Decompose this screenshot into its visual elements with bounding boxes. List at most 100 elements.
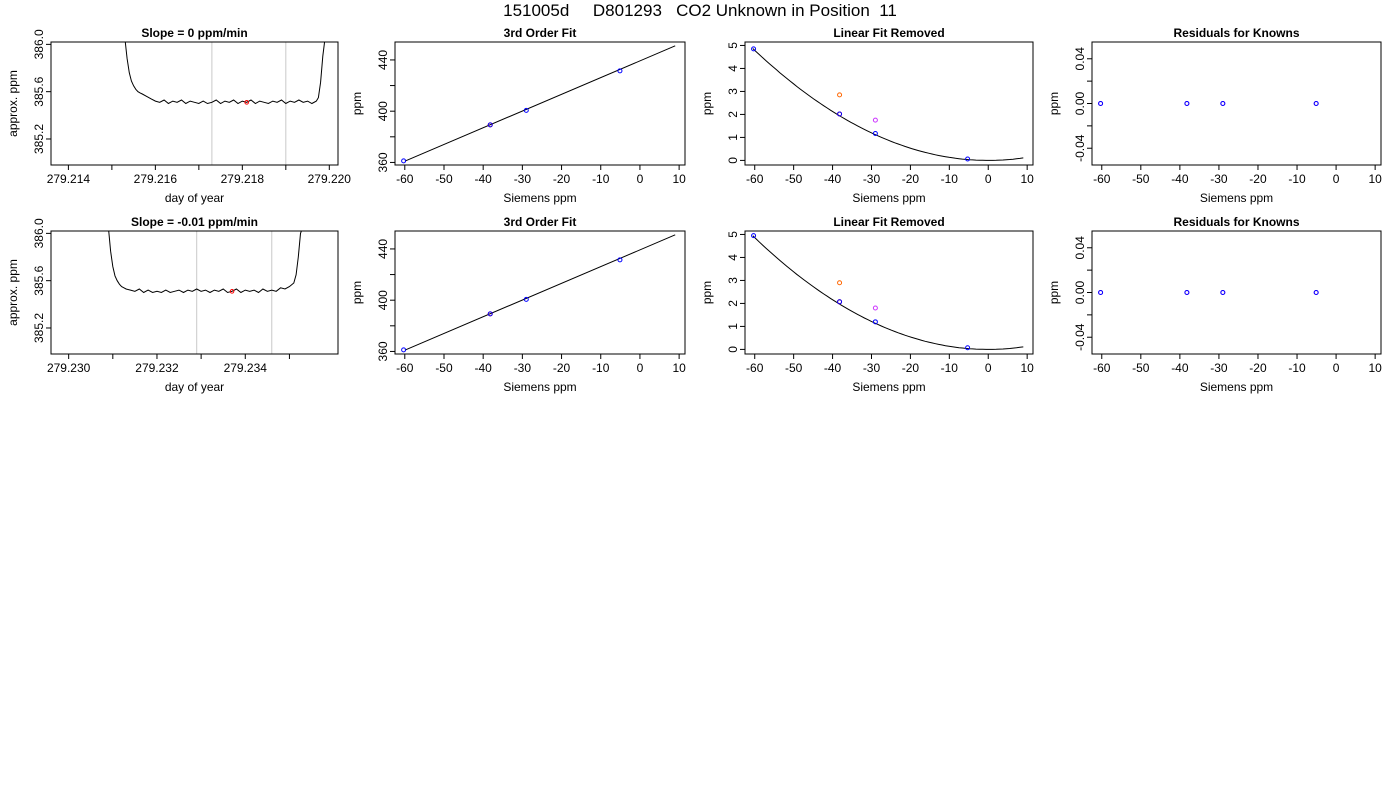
x-axis-label: Siemens ppm bbox=[503, 380, 576, 394]
data-point bbox=[965, 345, 971, 351]
x-tick-label: -40 bbox=[824, 172, 842, 186]
y-tick-label: -0.04 bbox=[1073, 134, 1087, 162]
data-point bbox=[1220, 101, 1226, 106]
data-point bbox=[1098, 101, 1104, 106]
x-tick-label: 0 bbox=[1333, 361, 1340, 375]
y-tick-label: 3 bbox=[726, 277, 740, 284]
panel-title: Residuals for Knowns bbox=[1173, 215, 1299, 229]
data-point bbox=[837, 299, 843, 305]
y-tick-label: 0.00 bbox=[1073, 91, 1087, 115]
y-tick-label: 4 bbox=[726, 254, 740, 261]
x-tick-label: -20 bbox=[1249, 172, 1267, 186]
x-tick-label: 10 bbox=[672, 361, 686, 375]
x-tick-label: -10 bbox=[592, 361, 610, 375]
y-axis-label: ppm bbox=[350, 281, 364, 304]
y-tick-label: 0 bbox=[726, 157, 740, 164]
x-tick-label: -20 bbox=[1249, 361, 1267, 375]
x-tick-label: 10 bbox=[1368, 172, 1382, 186]
fit-line bbox=[404, 234, 676, 351]
x-axis-label: Siemens ppm bbox=[852, 380, 925, 394]
data-point bbox=[487, 311, 493, 317]
x-tick-label: 279.234 bbox=[224, 361, 268, 375]
y-tick-label: 385.2 bbox=[32, 313, 46, 343]
fit-curve bbox=[752, 235, 1024, 350]
x-tick-label: -10 bbox=[941, 172, 959, 186]
y-tick-label: 386.0 bbox=[32, 218, 46, 248]
x-tick-label: -10 bbox=[1288, 172, 1306, 186]
y-tick-label: 4 bbox=[726, 65, 740, 72]
panel-title: Linear Fit Removed bbox=[833, 26, 944, 40]
x-tick-label: -50 bbox=[435, 172, 453, 186]
y-tick-label: 0 bbox=[726, 346, 740, 353]
y-tick-label: 0.04 bbox=[1073, 47, 1087, 71]
data-point bbox=[401, 347, 407, 353]
y-tick-label: 5 bbox=[726, 231, 740, 238]
y-tick-label: 1 bbox=[726, 134, 740, 141]
y-tick-label: 5 bbox=[726, 42, 740, 49]
plot-frame bbox=[394, 41, 686, 166]
x-tick-label: 0 bbox=[1333, 172, 1340, 186]
plot-frame bbox=[1091, 230, 1382, 355]
panel-title: Slope = 0 ppm/min bbox=[141, 26, 247, 40]
x-tick-label: -50 bbox=[785, 172, 803, 186]
plot-area bbox=[401, 45, 676, 164]
plot-frame bbox=[744, 230, 1034, 355]
x-axis-label: day of year bbox=[165, 380, 224, 394]
x-tick-label: -60 bbox=[1093, 361, 1111, 375]
x-tick-label: 0 bbox=[637, 172, 644, 186]
y-tick-label: 3 bbox=[726, 88, 740, 95]
y-axis-label: ppm bbox=[1047, 92, 1061, 115]
x-tick-label: -60 bbox=[746, 172, 764, 186]
data-point bbox=[837, 92, 843, 98]
plot-frame bbox=[50, 230, 339, 355]
x-tick-label: 279.232 bbox=[135, 361, 179, 375]
data-point bbox=[1220, 290, 1226, 295]
x-tick-label: 10 bbox=[1020, 361, 1034, 375]
data-point bbox=[872, 319, 878, 325]
y-tick-label: -0.04 bbox=[1073, 323, 1087, 351]
x-tick-label: -30 bbox=[1210, 361, 1228, 375]
fit-curve bbox=[752, 48, 1024, 161]
x-tick-label: 279.220 bbox=[308, 172, 352, 186]
panel-title: Residuals for Knowns bbox=[1173, 26, 1299, 40]
data-point bbox=[872, 117, 878, 123]
y-tick-label: 385.6 bbox=[32, 265, 46, 295]
data-point bbox=[487, 122, 493, 128]
x-tick-label: -50 bbox=[435, 361, 453, 375]
x-tick-label: -40 bbox=[1171, 361, 1189, 375]
marker-point bbox=[229, 289, 235, 294]
y-tick-label: 385.2 bbox=[32, 124, 46, 154]
plot-area bbox=[751, 233, 1024, 351]
x-tick-label: -20 bbox=[553, 361, 571, 375]
x-tick-label: -10 bbox=[1288, 361, 1306, 375]
x-tick-label: -60 bbox=[1093, 172, 1111, 186]
marker-point bbox=[244, 100, 249, 105]
x-tick-label: -30 bbox=[514, 361, 532, 375]
y-axis-label: approx. ppm bbox=[6, 70, 20, 137]
x-tick-label: -30 bbox=[1210, 172, 1228, 186]
y-tick-label: 2 bbox=[726, 111, 740, 118]
data-point bbox=[1098, 290, 1104, 295]
data-point bbox=[1313, 101, 1319, 106]
x-tick-label: -50 bbox=[1132, 361, 1150, 375]
plot-frame bbox=[50, 41, 339, 166]
plot-area bbox=[751, 46, 1024, 162]
x-axis-label: day of year bbox=[165, 191, 224, 205]
data-point bbox=[872, 305, 878, 311]
x-tick-label: 279.216 bbox=[134, 172, 178, 186]
x-tick-label: -30 bbox=[863, 172, 881, 186]
data-point bbox=[837, 280, 843, 286]
plot-area bbox=[108, 231, 302, 354]
y-axis-label: ppm bbox=[350, 92, 364, 115]
y-tick-label: 400 bbox=[376, 290, 390, 310]
series-line bbox=[124, 42, 326, 105]
y-axis-label: ppm bbox=[700, 281, 714, 304]
panel-title: 3rd Order Fit bbox=[504, 215, 577, 229]
x-tick-label: 279.214 bbox=[47, 172, 91, 186]
fit-line bbox=[404, 45, 676, 162]
x-tick-label: -10 bbox=[592, 172, 610, 186]
data-point bbox=[523, 107, 529, 113]
y-tick-label: 385.6 bbox=[32, 76, 46, 106]
x-tick-label: -40 bbox=[475, 172, 493, 186]
x-tick-label: -40 bbox=[1171, 172, 1189, 186]
